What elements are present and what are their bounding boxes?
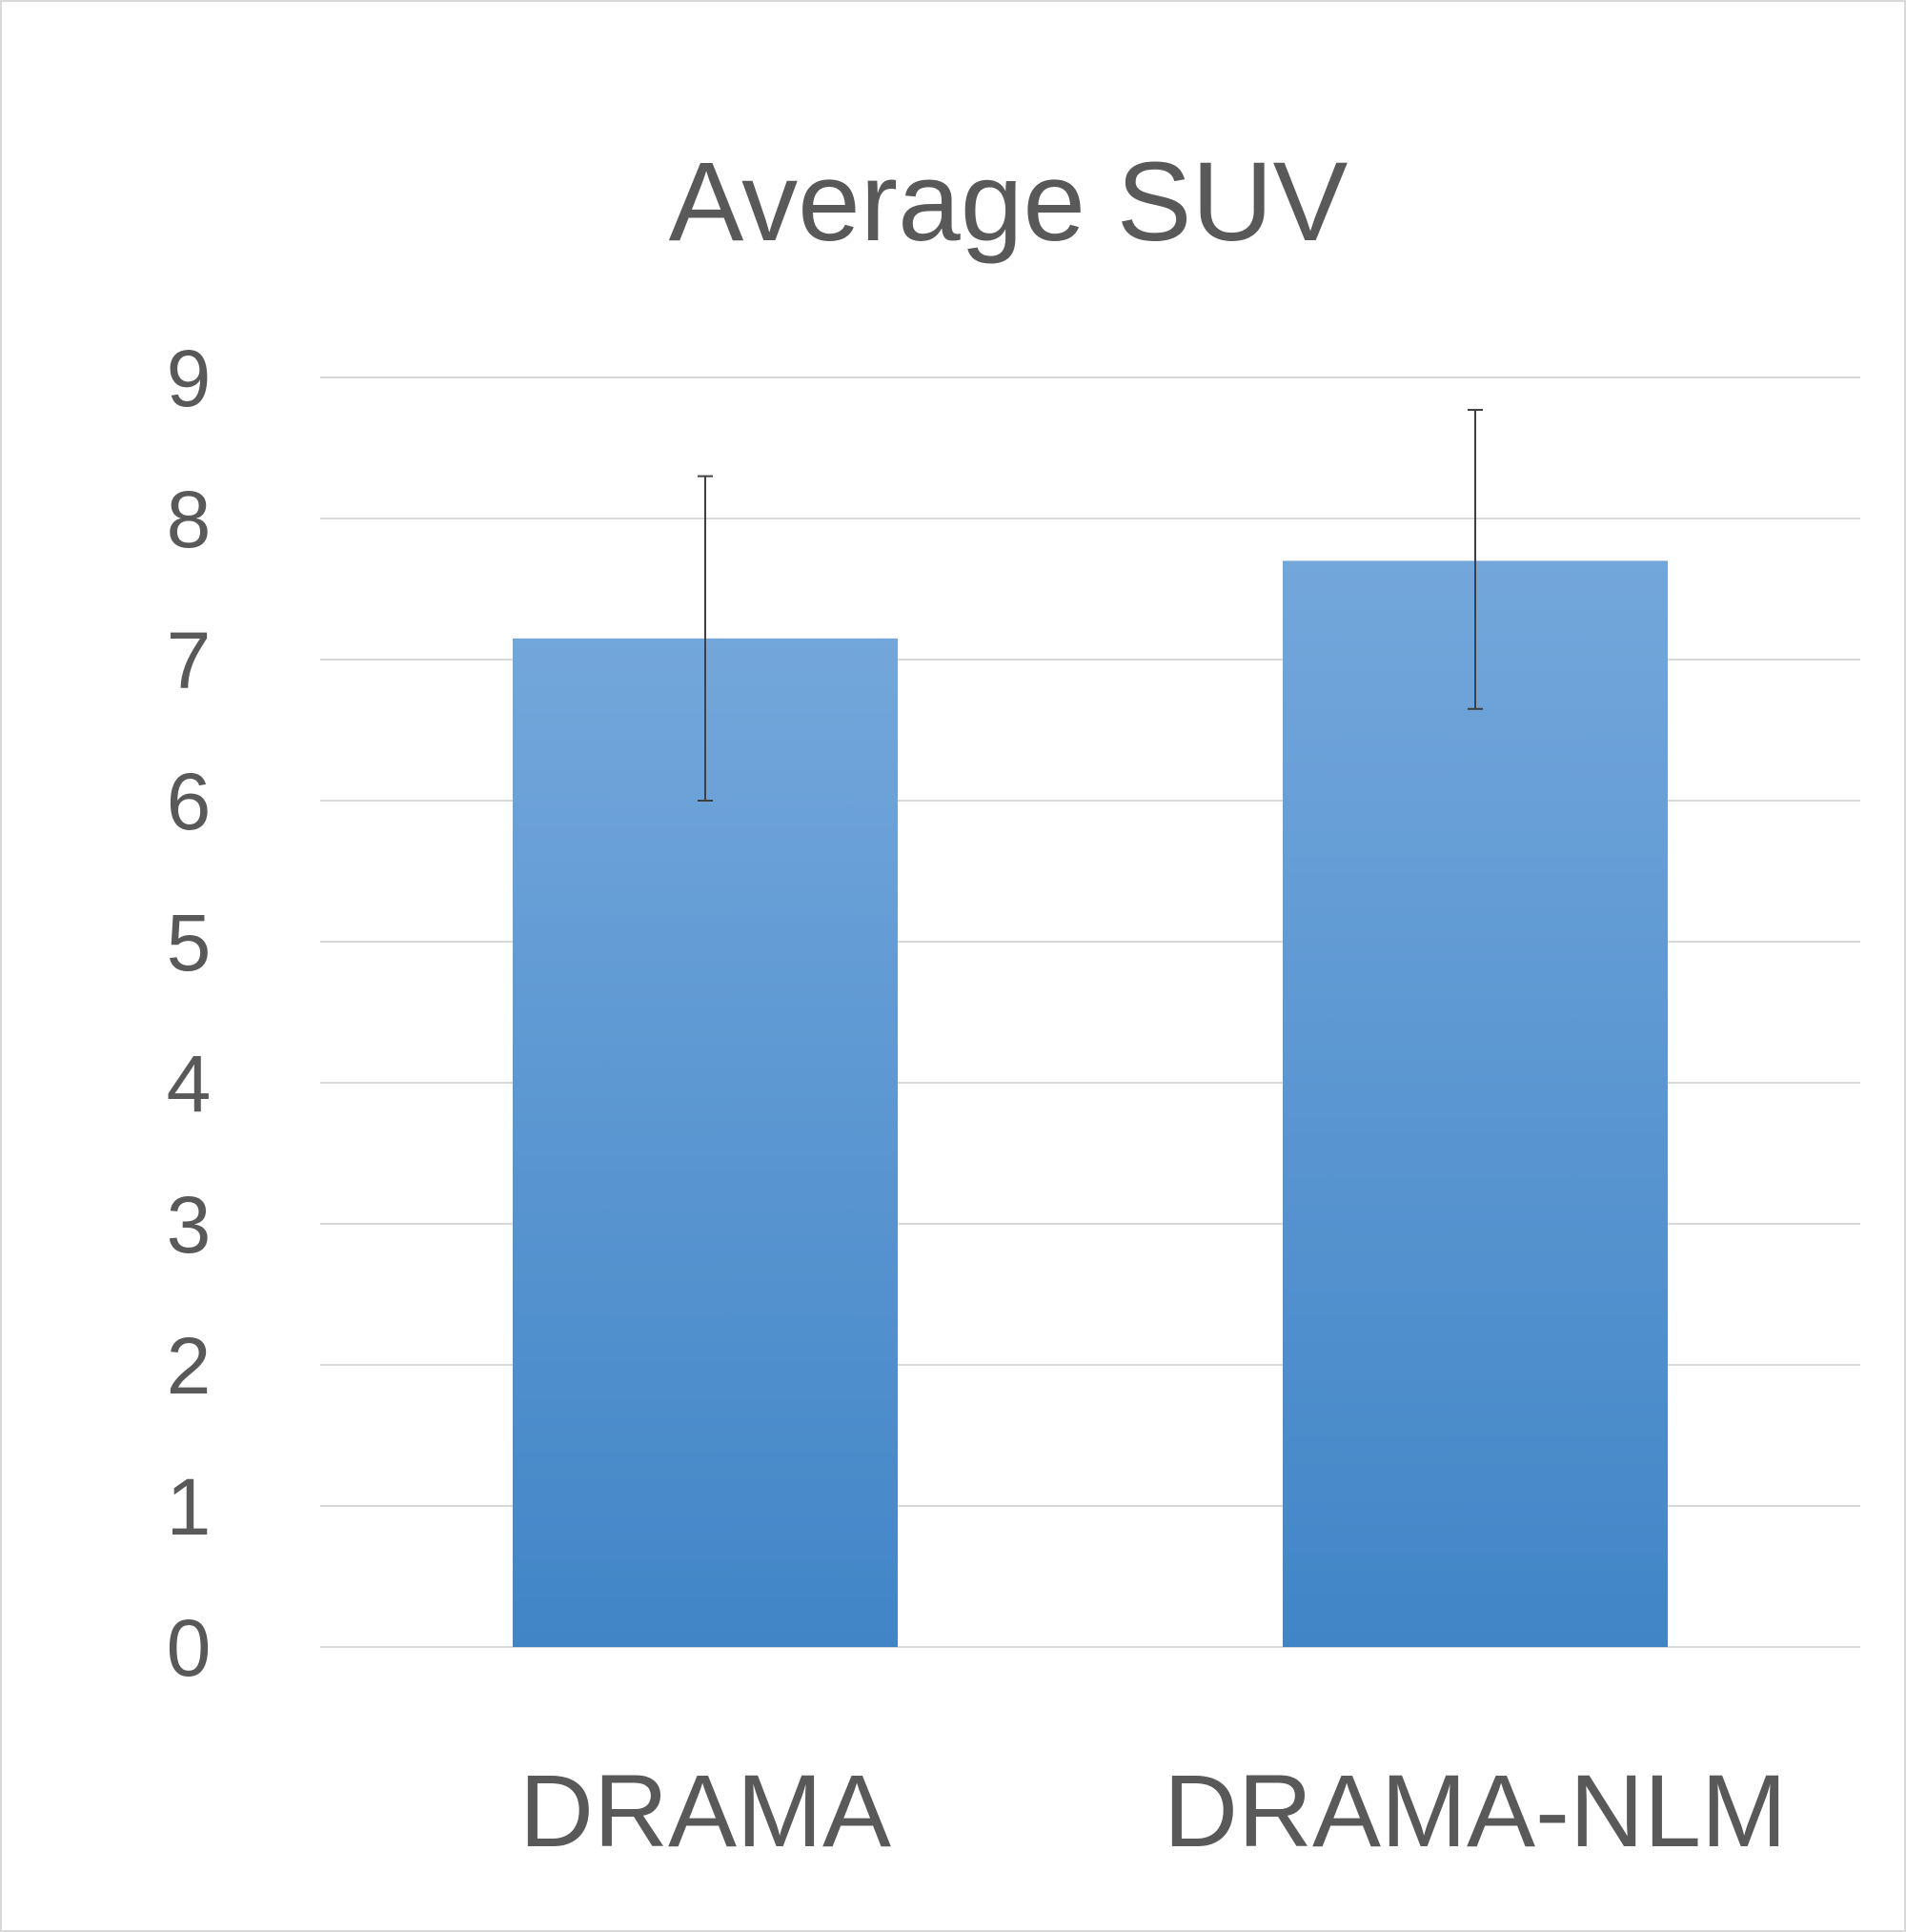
y-tick-label: 6 bbox=[167, 757, 212, 846]
y-tick-label: 8 bbox=[167, 475, 212, 564]
y-tick-label: 1 bbox=[167, 1462, 212, 1552]
bar-drama-nlm bbox=[1283, 560, 1668, 1647]
y-axis-ticks: 0 1 2 3 4 5 6 7 8 9 bbox=[167, 334, 212, 1693]
x-axis-categories: DRAMA DRAMA-NLM bbox=[519, 1753, 1787, 1868]
error-bar-drama bbox=[698, 475, 713, 802]
y-tick-label: 3 bbox=[167, 1180, 212, 1270]
chart-title: Average SUV bbox=[669, 139, 1348, 265]
error-bars bbox=[698, 409, 1483, 802]
category-label: DRAMA-NLM bbox=[1164, 1753, 1787, 1868]
y-tick-label: 4 bbox=[167, 1039, 212, 1129]
y-tick-label: 9 bbox=[167, 334, 212, 423]
y-tick-label: 7 bbox=[167, 616, 212, 705]
error-bar-drama-nlm bbox=[1468, 409, 1483, 710]
bar-drama bbox=[513, 638, 898, 1647]
bars bbox=[513, 560, 1668, 1647]
y-tick-label: 5 bbox=[167, 898, 212, 987]
y-tick-label: 0 bbox=[167, 1603, 212, 1693]
y-tick-label: 2 bbox=[167, 1321, 212, 1411]
category-label: DRAMA bbox=[519, 1753, 891, 1868]
